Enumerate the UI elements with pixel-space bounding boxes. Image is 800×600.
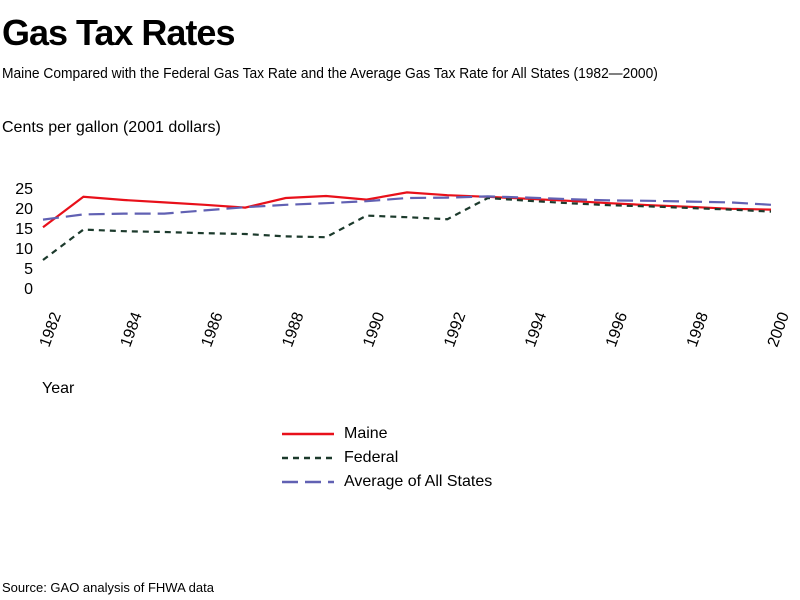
x-tick-label: 1990 <box>360 310 388 349</box>
series-line-average-of-all-states <box>42 195 772 221</box>
legend-item: Maine <box>282 422 492 446</box>
y-axis-label: Cents per gallon (2001 dollars) <box>2 119 221 136</box>
source-note: Source: GAO analysis of FHWA data <box>2 580 214 595</box>
chart-title: Gas Tax Rates <box>2 12 235 53</box>
x-tick-label: 1986 <box>199 310 227 349</box>
x-tick-label: 1998 <box>684 310 712 349</box>
legend-swatch <box>282 432 334 436</box>
x-tick-label: 1982 <box>37 310 65 349</box>
chart-legend: Maine Federal Average of All States <box>282 422 492 494</box>
x-axis-label: Year <box>42 380 75 397</box>
x-tick-label: 1984 <box>118 310 146 349</box>
y-tick-label: 20 <box>15 201 33 218</box>
legend-swatch <box>282 456 334 460</box>
x-tick-label: 1994 <box>522 310 550 349</box>
legend-item: Federal <box>282 446 492 470</box>
y-tick-label: 0 <box>24 281 33 298</box>
series-line-federal <box>42 196 772 261</box>
chart-subtitle: Maine Compared with the Federal Gas Tax … <box>2 65 658 82</box>
x-tick-label: 1992 <box>441 310 469 349</box>
series-line-maine <box>42 191 772 229</box>
legend-swatch <box>282 480 334 484</box>
legend-label: Federal <box>344 449 399 466</box>
y-tick-label: 25 <box>15 181 33 198</box>
y-tick-label: 5 <box>24 261 33 278</box>
legend-label: Maine <box>344 425 388 442</box>
legend-item: Average of All States <box>282 470 492 494</box>
y-tick-label: 15 <box>15 221 33 238</box>
y-tick-label: 10 <box>15 241 33 258</box>
x-tick-label: 1988 <box>279 310 307 349</box>
x-tick-label: 1996 <box>603 310 631 349</box>
legend-label: Average of All States <box>344 473 493 490</box>
x-tick-label: 2000 <box>765 310 793 349</box>
